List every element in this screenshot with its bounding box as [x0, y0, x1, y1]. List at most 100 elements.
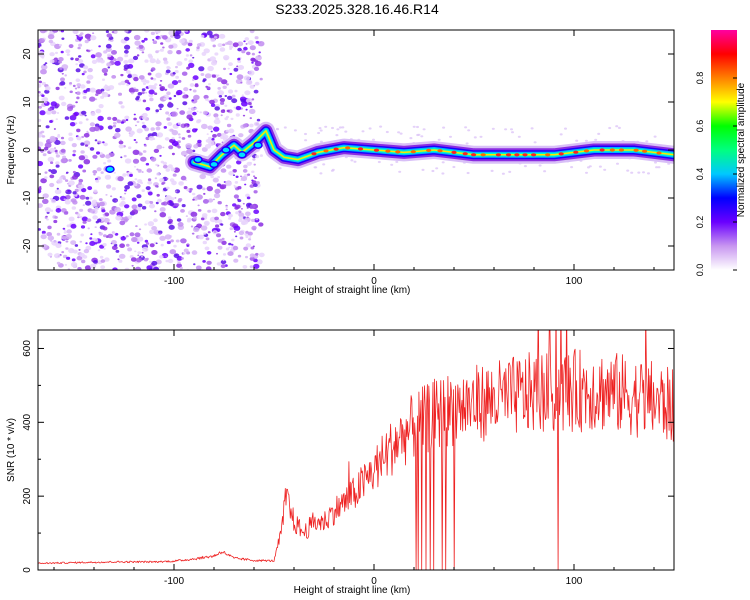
noise-speckle: [218, 33, 226, 39]
noise-speckle: [42, 233, 46, 236]
noise-speckle: [123, 154, 127, 158]
noise-speckle: [241, 219, 249, 225]
y-axis-label: Frequency (Hz): [6, 116, 17, 185]
noise-speckle: [124, 204, 130, 209]
noise-speckle: [152, 39, 155, 41]
noise-speckle: [152, 86, 156, 90]
noise-speckle: [112, 124, 117, 128]
noise-speckle: [249, 84, 255, 89]
noise-speckle: [224, 95, 228, 97]
noise-speckle: [167, 122, 173, 126]
noise-speckle: [221, 79, 228, 85]
noise-speckle: [135, 124, 137, 127]
noise-speckle: [39, 110, 46, 116]
noise-speckle: [248, 70, 255, 76]
noise-speckle: [249, 256, 255, 261]
noise-speckle: [38, 105, 42, 109]
noise-speckle: [65, 247, 69, 250]
noise-speckle: [60, 30, 64, 33]
noise-speckle: [193, 263, 196, 266]
noise-speckle: [154, 83, 158, 86]
noise-speckle: [119, 220, 126, 226]
noise-speckle: [107, 116, 112, 121]
noise-speckle: [50, 161, 54, 164]
noise-speckle: [89, 241, 96, 246]
noise-speckle: [229, 227, 234, 231]
noise-speckle: [124, 54, 129, 58]
noise-speckle: [138, 75, 145, 80]
noise-speckle: [184, 58, 188, 61]
noise-speckle: [167, 216, 172, 219]
noise-speckle: [228, 128, 235, 134]
noise-speckle: [228, 242, 232, 246]
noise-speckle: [253, 190, 258, 194]
noise-speckle: [112, 267, 118, 270]
noise-speckle: [245, 79, 253, 86]
noise-speckle: [137, 203, 143, 208]
noise-speckle: [101, 67, 109, 74]
noise-speckle: [199, 173, 206, 180]
noise-speckle: [66, 229, 72, 234]
noise-speckle: [220, 101, 225, 105]
noise-speckle: [159, 207, 166, 212]
noise-speckle: [153, 148, 160, 153]
noise-speckle: [76, 91, 81, 95]
noise-speckle: [253, 209, 260, 214]
noise-speckle: [138, 152, 143, 156]
noise-speckle: [237, 47, 242, 52]
noise-speckle: [105, 47, 112, 52]
noise-speckle: [98, 45, 101, 48]
noise-speckle: [91, 202, 98, 207]
noise-speckle: [130, 92, 134, 95]
noise-speckle: [176, 263, 183, 268]
halo-speckle: [570, 166, 574, 169]
noise-speckle: [68, 180, 75, 186]
noise-speckle: [120, 105, 125, 109]
ridge-peak: [471, 153, 477, 157]
noise-speckle: [158, 266, 161, 268]
noise-speckle: [152, 132, 158, 136]
noise-speckle: [78, 183, 85, 189]
noise-speckle: [78, 178, 84, 183]
bright-blob: [105, 165, 115, 173]
noise-speckle: [134, 250, 137, 253]
noise-speckle: [233, 225, 241, 231]
noise-speckle: [85, 118, 89, 121]
noise-speckle: [241, 94, 244, 97]
noise-speckle: [254, 60, 262, 67]
ridge-peak: [410, 150, 416, 154]
noise-speckle: [121, 210, 124, 213]
halo-speckle: [313, 166, 317, 169]
noise-speckle: [107, 66, 111, 69]
noise-speckle: [205, 266, 212, 270]
noise-speckle: [112, 121, 117, 125]
noise-speckle: [158, 232, 162, 235]
noise-speckle: [60, 195, 67, 201]
noise-speckle: [124, 36, 130, 41]
halo-speckle: [431, 169, 435, 173]
noise-speckle: [245, 243, 252, 248]
noise-speckle: [40, 234, 47, 240]
noise-speckle: [72, 174, 78, 180]
noise-speckle: [102, 78, 105, 81]
noise-speckle: [219, 47, 226, 52]
halo-speckle: [377, 160, 381, 164]
noise-speckle: [222, 43, 226, 47]
noise-speckle: [249, 123, 254, 128]
noise-speckle: [112, 232, 116, 235]
noise-speckle: [71, 206, 77, 210]
bright-blob: [253, 141, 263, 149]
noise-speckle: [76, 96, 80, 100]
noise-speckle: [64, 199, 71, 205]
noise-speckle: [153, 229, 160, 235]
noise-speckle: [253, 183, 258, 187]
noise-speckle: [119, 196, 122, 198]
noise-speckle: [134, 232, 141, 238]
halo-speckle: [283, 126, 287, 129]
noise-speckle: [61, 236, 67, 240]
noise-speckle: [240, 175, 242, 178]
noise-speckle: [141, 171, 144, 173]
noise-speckle: [96, 151, 100, 155]
noise-speckle: [213, 113, 219, 118]
noise-speckle: [72, 249, 78, 254]
